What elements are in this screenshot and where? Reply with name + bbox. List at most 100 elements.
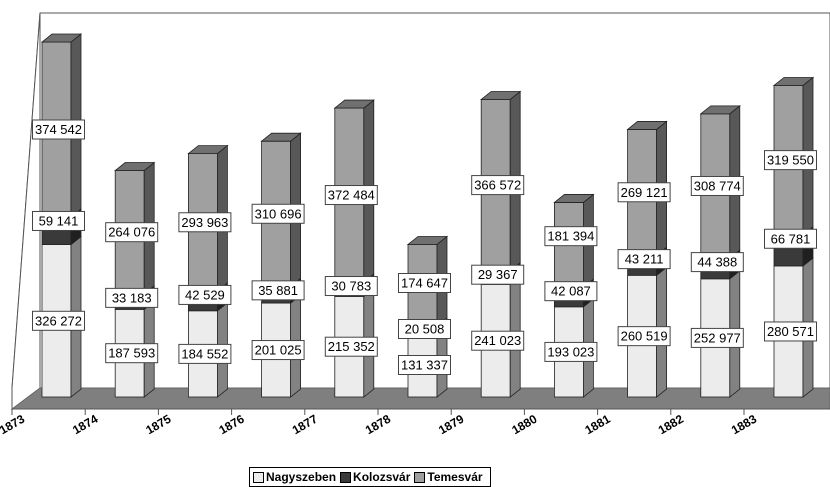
label-kolozsvar-1876: 35 881 (258, 283, 298, 298)
label-kolozsvar-1876-box (251, 280, 305, 301)
bar-top-1881 (626, 121, 668, 130)
label-temesvar-1875: 293 963 (181, 215, 228, 230)
tick-label-1881: 1881 (583, 412, 613, 438)
bar-top-1880 (553, 194, 595, 203)
bar-top-1875 (187, 145, 229, 155)
label-temesvar-1874: 264 076 (108, 225, 155, 240)
label-temesvar-1883: 319 550 (767, 153, 814, 168)
label-nagyszeben-1879: 241 023 (474, 333, 521, 348)
label-temesvar-1873-box (32, 119, 85, 140)
bar-top-1883 (772, 77, 815, 86)
label-temesvar-1883-box (764, 150, 817, 171)
label-kolozsvar-1873-box (32, 210, 85, 231)
bar-top-1877 (333, 99, 375, 109)
label-kolozsvar-1883-box (764, 228, 817, 249)
label-temesvar-1875-box (178, 212, 232, 233)
stacked-bar-chart: 326 272 59 141 374 542 187 593 33 183 264 076… (0, 12, 830, 438)
label-kolozsvar-1880: 42 087 (551, 284, 591, 299)
label-nagyszeben-1881-box (617, 326, 671, 347)
label-temesvar-1878: 174 647 (401, 276, 448, 291)
legend-item-1: Kolozsvár (340, 470, 410, 484)
label-nagyszeben-1873: 326 272 (35, 313, 82, 328)
label-kolozsvar-1875-box (178, 284, 232, 305)
label-nagyszeben-1880-box (544, 341, 598, 362)
label-kolozsvar-1878-box (398, 319, 451, 339)
bar-top-1879 (480, 91, 522, 100)
label-nagyszeben-1879-box (471, 330, 525, 351)
label-temesvar-1880: 181 394 (547, 229, 594, 244)
tick-label-1874: 1874 (70, 412, 100, 438)
label-nagyszeben-1874-box (105, 343, 159, 364)
tick-label-1880: 1880 (509, 412, 539, 438)
x-axis-ticks: 1873 1874 1875 1876 1877 1878 1879 1880 1881 1882… (0, 408, 830, 438)
label-kolozsvar-1877-box (324, 276, 378, 297)
bar-top-1876 (260, 132, 302, 142)
label-temesvar-1879: 366 572 (474, 178, 521, 193)
label-nagyszeben-1880: 193 023 (547, 344, 594, 359)
bar-top-1878 (406, 236, 449, 245)
label-temesvar-1877: 372 484 (328, 188, 375, 203)
legend-label: Nagyszeben (266, 470, 337, 484)
tick-label-1873: 1873 (0, 412, 27, 438)
label-nagyszeben-1882-box (690, 327, 744, 348)
label-nagyszeben-1881: 260 519 (621, 329, 668, 344)
label-temesvar-1881: 269 121 (621, 185, 668, 200)
label-temesvar-1876: 310 696 (255, 206, 302, 221)
label-kolozsvar-1874-box (105, 287, 159, 308)
label-temesvar-1876-box (251, 203, 305, 224)
label-nagyszeben-1874: 187 593 (108, 346, 155, 361)
bar-top-1874 (114, 162, 156, 171)
bars-layer: 326 272 59 141 374 542 187 593 33 183 264 076… (32, 33, 817, 398)
tick-label-1877: 1877 (290, 412, 320, 438)
label-kolozsvar-1875: 42 529 (185, 287, 225, 302)
legend: Nagyszeben Kolozsvár Temesvár (249, 467, 491, 487)
label-kolozsvar-1874: 33 183 (112, 290, 152, 305)
label-temesvar-1880-box (544, 226, 598, 247)
label-kolozsvar-1878: 20 508 (405, 322, 445, 337)
tick-label-1876: 1876 (217, 412, 247, 438)
label-temesvar-1879-box (471, 175, 525, 196)
legend-label: Temesvár (427, 470, 483, 484)
label-temesvar-1881-box (617, 182, 671, 203)
tick-label-1875: 1875 (143, 412, 173, 438)
legend-swatch (253, 471, 264, 483)
label-kolozsvar-1882-box (690, 252, 744, 273)
label-kolozsvar-1873: 59 141 (39, 213, 79, 228)
legend-label: Kolozsvár (353, 470, 411, 484)
label-nagyszeben-1876: 201 025 (255, 343, 302, 358)
label-nagyszeben-1876-box (251, 340, 305, 361)
label-nagyszeben-1882: 252 977 (694, 330, 741, 345)
bar-top-1882 (699, 105, 741, 115)
legend-swatch (340, 471, 352, 483)
label-kolozsvar-1879: 29 367 (478, 267, 518, 282)
label-kolozsvar-1883: 66 781 (771, 231, 811, 246)
label-nagyszeben-1875: 184 552 (181, 346, 228, 361)
label-temesvar-1882-box (690, 175, 744, 196)
label-nagyszeben-1878-box (398, 355, 451, 375)
label-kolozsvar-1880-box (544, 281, 598, 302)
label-kolozsvar-1881: 43 211 (625, 252, 664, 267)
label-nagyszeben-1877: 215 352 (328, 339, 375, 354)
label-kolozsvar-1882: 44 388 (697, 255, 737, 270)
bar-top-1873 (40, 33, 83, 43)
label-nagyszeben-1878: 131 337 (401, 358, 448, 373)
label-temesvar-1877-box (324, 185, 378, 206)
label-temesvar-1878-box (398, 273, 451, 293)
label-kolozsvar-1879-box (471, 264, 525, 285)
tick-label-1879: 1879 (436, 412, 466, 438)
label-nagyszeben-1877-box (324, 336, 378, 357)
label-nagyszeben-1873-box (32, 310, 85, 331)
label-temesvar-1874-box (105, 222, 159, 243)
legend-item-2: Temesvár (414, 470, 483, 484)
legend-item-0: Nagyszeben (253, 470, 336, 484)
tick-label-1882: 1882 (656, 412, 686, 438)
label-nagyszeben-1875-box (178, 343, 232, 364)
label-temesvar-1873: 374 542 (35, 122, 82, 137)
tick-label-1883: 1883 (729, 412, 759, 438)
tick-label-1878: 1878 (363, 412, 393, 438)
label-nagyszeben-1883: 280 571 (767, 324, 814, 339)
label-kolozsvar-1881-box (617, 249, 671, 270)
label-temesvar-1882: 308 774 (694, 178, 741, 193)
legend-swatch (414, 471, 426, 483)
label-kolozsvar-1877: 30 783 (331, 279, 371, 294)
